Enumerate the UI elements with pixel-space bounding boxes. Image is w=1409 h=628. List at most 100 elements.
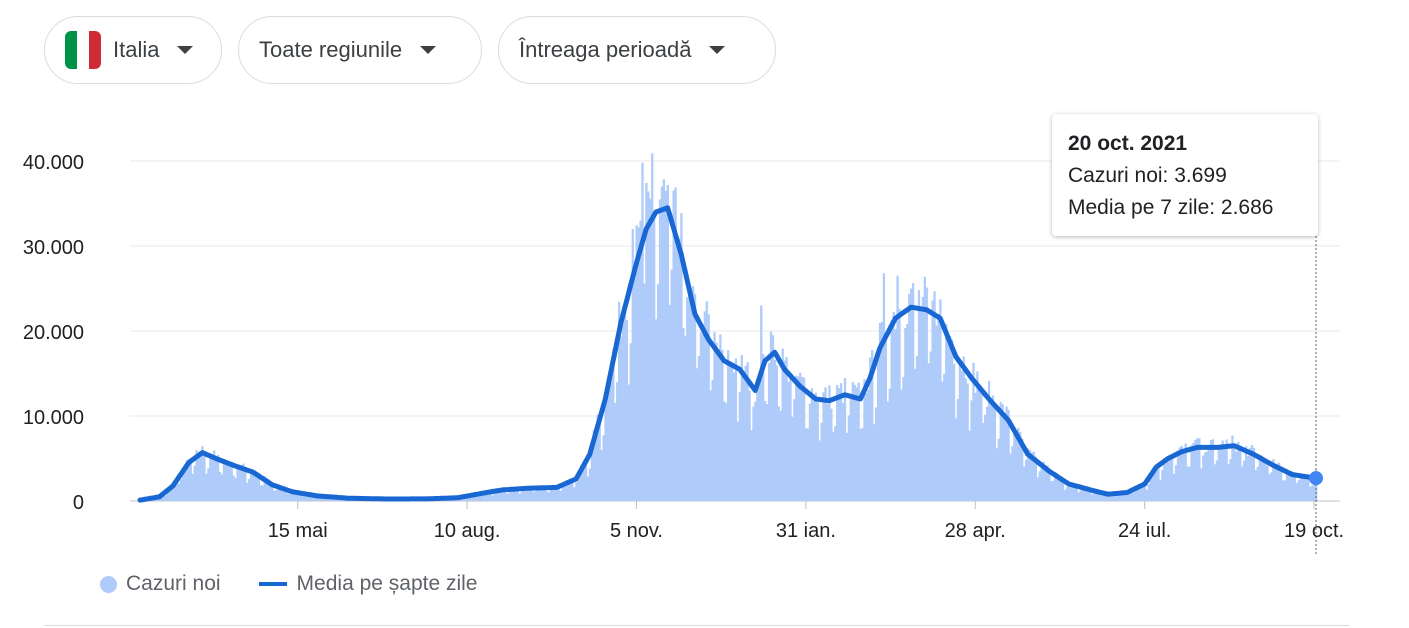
bar [592,429,595,501]
bar [181,473,185,501]
bar [1169,459,1172,501]
bar [960,370,963,501]
bar [863,379,866,501]
bar [752,406,755,501]
bar [600,449,603,501]
legend-new-cases[interactable]: Cazuri noi [126,572,221,595]
bar [882,273,886,501]
bar [294,491,298,501]
bar [1085,488,1088,501]
bar [1239,445,1242,501]
bar [791,416,794,501]
bar [1017,427,1020,501]
bar [760,305,763,501]
bar [1297,480,1300,501]
bar [168,487,171,501]
bar [197,455,200,501]
x-tick-label: 5 nov. [610,520,663,542]
bar [1209,439,1213,501]
bar [549,488,553,501]
bar [588,468,592,501]
bar [185,460,189,501]
bar [1281,480,1285,501]
bar [1272,459,1275,501]
bar [216,454,220,501]
bar [1190,445,1193,501]
bar [629,343,632,501]
bar [1188,466,1191,501]
bar [1052,480,1055,501]
bar [1215,460,1219,501]
bar [851,382,854,501]
bar [586,476,590,501]
bar [651,153,654,501]
bar [251,472,255,501]
bar [1128,491,1131,501]
bar [804,428,808,501]
bar [1250,445,1254,501]
bar [271,483,274,501]
bar [1204,452,1207,501]
bar [565,484,568,501]
bar [1019,431,1022,501]
bar [503,489,506,501]
bar [754,401,757,501]
bar [1038,471,1041,501]
bar [281,488,284,501]
bar [662,179,666,501]
legend-avg[interactable]: Media pe șapte zile [296,572,478,595]
bar [1096,490,1100,501]
bar [991,395,995,501]
bar [1293,473,1296,501]
bar [734,358,738,501]
bar [1182,449,1185,501]
bar [510,488,514,501]
bar [316,497,319,501]
bar [195,450,198,501]
bar [1211,439,1215,501]
bar [610,373,613,501]
bar [736,421,740,501]
bar [664,190,668,501]
bar [1233,446,1236,501]
flag-stripe-red [89,31,101,69]
region-selector[interactable]: Toate regiunile [238,16,482,84]
bar [222,462,226,501]
bar [849,394,852,501]
bar [966,383,969,501]
bar [686,297,689,501]
bar [873,424,876,501]
bar [688,289,691,501]
bar [1077,492,1080,501]
bar [767,363,771,501]
bar [582,464,586,501]
bar [250,472,253,501]
bar [637,227,640,501]
country-selector[interactable]: Italia [44,16,222,84]
bar [205,473,208,501]
bar [534,490,537,501]
bar [253,472,257,501]
bar [518,493,521,501]
bar [937,314,940,501]
bar [489,491,492,501]
bar [1207,448,1211,501]
bar [1001,404,1004,501]
hover-point[interactable] [1309,471,1323,486]
bar [744,365,747,501]
bar [1217,449,1220,501]
bar [832,432,835,501]
bar [1143,484,1146,501]
bar [1242,460,1246,501]
bar [976,371,979,501]
bar [1198,438,1201,501]
bar [483,491,486,501]
period-selector[interactable]: Întreaga perioadă [498,16,776,84]
bar [925,287,928,501]
bar [750,430,753,501]
bar [1291,476,1294,501]
bar [1311,485,1314,501]
bar [1005,406,1008,501]
bar [1305,476,1308,501]
